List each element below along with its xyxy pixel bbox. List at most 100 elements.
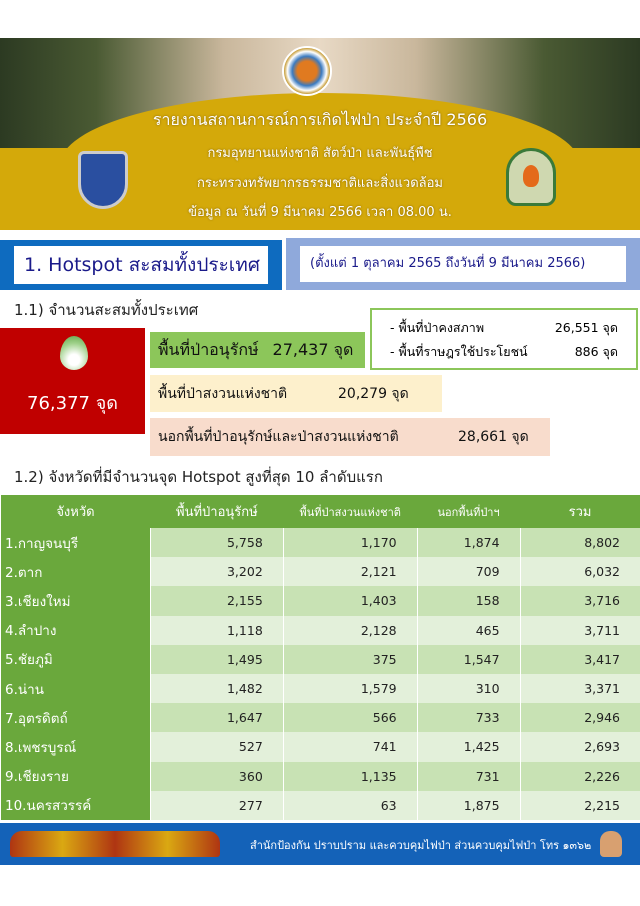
- outside-box: นอกพื้นที่ป่าอนุรักษ์และป่าสงวนแห่งชาติ …: [150, 418, 550, 456]
- value-cell: 6,032: [519, 557, 640, 587]
- value-cell: 1,647: [149, 703, 284, 733]
- section-title-box: 1. Hotspot สะสมทั้งประเทศ: [0, 240, 282, 290]
- value-cell: 2,155: [149, 586, 284, 616]
- top10-provinces-table: จังหวัด พื้นที่ป่าอนุรักษ์ พื้นที่ป่าสงวนแ…: [0, 495, 640, 820]
- value-cell: 1,547: [416, 644, 521, 674]
- conservation-label: พื้นที่ป่าอนุรักษ์: [158, 339, 259, 359]
- conservation-value: 27,437 จุด: [272, 339, 354, 359]
- value-cell: 63: [282, 790, 418, 820]
- value-cell: 2,128: [282, 615, 418, 645]
- value-cell: 1,403: [282, 586, 418, 616]
- column-header: พื้นที่ป่าอนุรักษ์: [150, 495, 284, 528]
- value-cell: 741: [282, 732, 418, 762]
- header-banner: รายงานสถานการณ์การเกิดไฟป่า ประจำปี 2566…: [0, 38, 640, 230]
- subsection-1-2: 1.2) จังหวัดที่มีจำนวนจุด Hotspot สูงที่…: [14, 468, 383, 486]
- value-cell: 3,417: [519, 644, 640, 674]
- column-header: พื้นที่ป่าสงวนแห่งชาติ: [283, 495, 418, 528]
- value-cell: 465: [416, 615, 521, 645]
- value-cell: 3,716: [519, 586, 640, 616]
- report-title: รายงานสถานการณ์การเกิดไฟป่า ประจำปี 2566: [152, 110, 488, 129]
- province-cell: 10.นครสวรรค์: [0, 790, 151, 820]
- table-row: 5.ชัยภูมิ 1,495 375 1,547 3,417: [0, 644, 640, 674]
- outside-label: นอกพื้นที่ป่าอนุรักษ์และป่าสงวนแห่งชาติ: [158, 429, 399, 445]
- value-cell: 1,874: [416, 528, 521, 558]
- table-row: 3.เชียงใหม่ 2,155 1,403 158 3,716: [0, 586, 640, 616]
- value-cell: 709: [416, 557, 521, 587]
- intact-label: - พื้นที่ป่าคงสภาพ: [390, 320, 485, 335]
- value-cell: 277: [149, 790, 284, 820]
- value-cell: 527: [149, 732, 284, 762]
- outside-value: 28,661 จุด: [458, 429, 529, 445]
- department-logo: [78, 151, 128, 209]
- value-cell: 1,579: [282, 673, 418, 704]
- value-cell: 2,226: [519, 761, 640, 791]
- province-cell: 3.เชียงใหม่: [0, 586, 151, 616]
- value-cell: 1,118: [149, 615, 284, 645]
- value-cell: 733: [416, 703, 521, 733]
- period-text: (ตั้งแต่ 1 ตุลาคม 2565 ถึงวันที่ 9 มีนาค…: [300, 246, 626, 282]
- value-cell: 5,758: [149, 528, 284, 558]
- province-cell: 2.ตาก: [0, 557, 151, 587]
- province-cell: 5.ชัยภูมิ: [0, 644, 151, 674]
- total-hotspot-box: 76,377 จุด: [0, 328, 145, 434]
- total-value: 76,377 จุด: [27, 393, 118, 414]
- value-cell: 3,711: [519, 615, 640, 645]
- value-cell: 2,215: [519, 790, 640, 820]
- table-row: 1.กาญจนบุรี 5,758 1,170 1,874 8,802: [0, 528, 640, 558]
- conservation-breakdown: - พื้นที่ป่าคงสภาพ 26,551 จุด - พื้นที่รา…: [370, 308, 638, 370]
- province-cell: 4.ลำปาง: [0, 615, 151, 645]
- used-value: 886 จุด: [574, 344, 618, 359]
- value-cell: 1,875: [416, 790, 521, 820]
- table-row: 10.นครสวรรค์ 277 63 1,875 2,215: [0, 790, 640, 820]
- table-row: 9.เชียงราย 360 1,135 731 2,226: [0, 761, 640, 791]
- province-cell: 9.เชียงราย: [0, 761, 151, 791]
- table-row: 8.เพชรบูรณ์ 527 741 1,425 2,693: [0, 732, 640, 762]
- column-header: จังหวัด: [0, 495, 151, 528]
- subsection-1-1: 1.1) จำนวนสะสมทั้งประเทศ: [14, 301, 199, 319]
- value-cell: 1,425: [416, 732, 521, 762]
- value-cell: 310: [416, 673, 521, 704]
- data-date: ข้อมูล ณ วันที่ 9 มีนาคม 2566 เวลา 08.00…: [188, 205, 452, 220]
- value-cell: 360: [149, 761, 284, 791]
- value-cell: 3,202: [149, 557, 284, 587]
- national-reserve-value: 20,279 จุด: [338, 385, 409, 402]
- value-cell: 566: [282, 703, 418, 733]
- national-reserve-label: พื้นที่ป่าสงวนแห่งชาติ: [158, 385, 288, 402]
- department-name: กรมอุทยานแห่งชาติ สัตว์ป่า และพันธุ์พืช: [207, 146, 433, 161]
- column-header: นอกพื้นที่ป่าฯ: [417, 495, 521, 528]
- value-cell: 375: [282, 644, 418, 674]
- royal-seal-logo: [282, 46, 332, 96]
- value-cell: 3,371: [519, 673, 640, 704]
- value-cell: 158: [416, 586, 521, 616]
- value-cell: 8,802: [519, 528, 640, 558]
- footer-text: สำนักป้องกัน ปราบปราม และควบคุมไฟป่า ส่ว…: [250, 839, 592, 852]
- fire-decoration-icon: [10, 831, 220, 857]
- province-cell: 7.อุตรดิตถ์: [0, 703, 151, 733]
- value-cell: 1,135: [282, 761, 418, 791]
- value-cell: 1,170: [282, 528, 418, 558]
- table-row: 6.น่าน 1,482 1,579 310 3,371: [0, 673, 640, 704]
- forest-fire-control-logo: [506, 148, 556, 206]
- conservation-box: พื้นที่ป่าอนุรักษ์ 27,437 จุด: [150, 332, 365, 368]
- province-cell: 1.กาญจนบุรี: [0, 528, 151, 558]
- table-row: 7.อุตรดิตถ์ 1,647 566 733 2,946: [0, 703, 640, 733]
- used-label: - พื้นที่ราษฎรใช้ประโยชน์: [390, 344, 528, 359]
- value-cell: 1,482: [149, 673, 284, 704]
- period-box: (ตั้งแต่ 1 ตุลาคม 2565 ถึงวันที่ 9 มีนาค…: [286, 238, 640, 290]
- value-cell: 2,946: [519, 703, 640, 733]
- column-header: รวม: [520, 495, 640, 528]
- table-row: 4.ลำปาง 1,118 2,128 465 3,711: [0, 615, 640, 645]
- national-reserve-box: พื้นที่ป่าสงวนแห่งชาติ 20,279 จุด: [150, 375, 442, 412]
- flame-icon: [60, 336, 88, 370]
- section-title: 1. Hotspot สะสมทั้งประเทศ: [14, 246, 268, 284]
- value-cell: 2,693: [519, 732, 640, 762]
- value-cell: 2,121: [282, 557, 418, 587]
- mascot-icon: [600, 831, 622, 857]
- province-cell: 6.น่าน: [0, 673, 151, 704]
- table-row: 2.ตาก 3,202 2,121 709 6,032: [0, 557, 640, 587]
- value-cell: 731: [416, 761, 521, 791]
- province-cell: 8.เพชรบูรณ์: [0, 732, 151, 762]
- footer-bar: สำนักป้องกัน ปราบปราม และควบคุมไฟป่า ส่ว…: [0, 823, 640, 865]
- value-cell: 1,495: [149, 644, 284, 674]
- ministry-name: กระทรวงทรัพยากรธรรมชาติและสิ่งแวดล้อม: [196, 176, 444, 191]
